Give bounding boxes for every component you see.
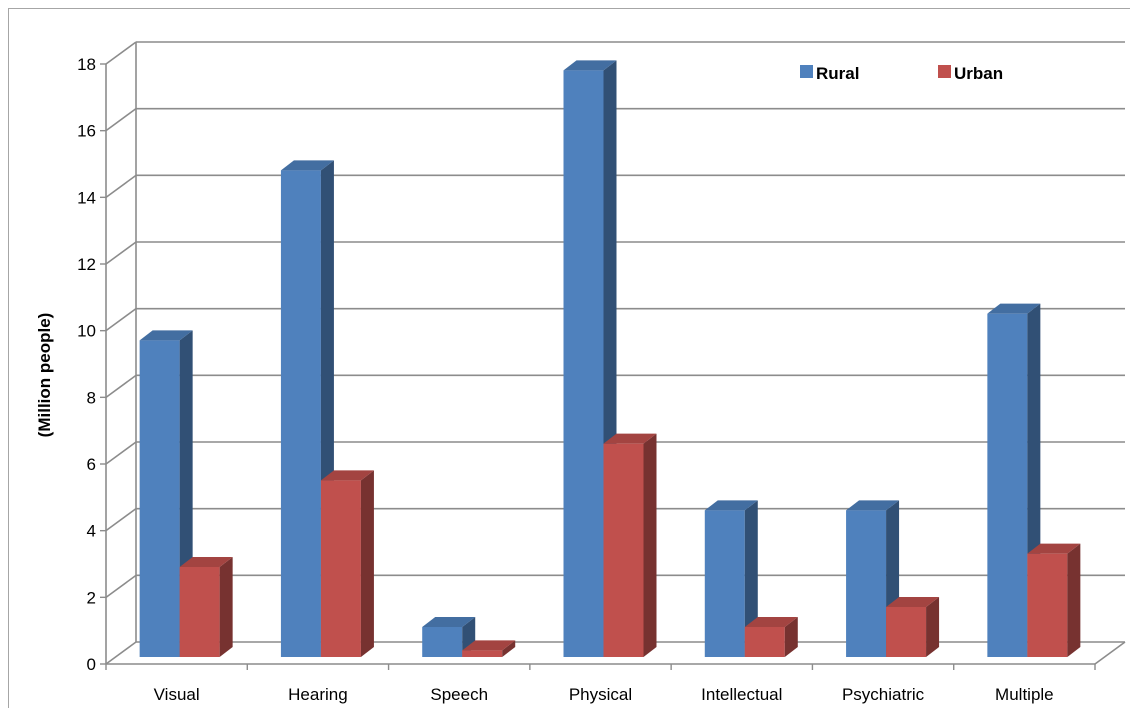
bar-front xyxy=(280,170,321,658)
bar-side xyxy=(744,500,758,657)
bar-front xyxy=(603,443,644,657)
bar-top xyxy=(422,617,476,627)
bar-urban-psychiatric xyxy=(886,597,940,657)
bar-side xyxy=(784,617,798,657)
gridline-depth xyxy=(105,574,137,598)
legend: Rural Urban xyxy=(800,64,1003,83)
bar-front xyxy=(563,70,604,658)
bar-urban-speech xyxy=(462,640,516,657)
y-tick-label: 2 xyxy=(87,588,96,607)
bar-side xyxy=(219,557,233,657)
x-tick-label: Visual xyxy=(154,685,200,704)
gridline-depth xyxy=(105,174,137,198)
gridline-depth xyxy=(105,374,137,398)
bar-top xyxy=(139,330,193,341)
bar-urban-intellectual xyxy=(744,617,798,657)
y-tick-label: 8 xyxy=(87,388,96,407)
bar-side xyxy=(643,433,657,657)
bar-top xyxy=(846,500,900,511)
bar-side xyxy=(502,640,516,657)
bar-front xyxy=(179,567,220,657)
bar-rural-hearing xyxy=(280,160,334,658)
y-tick-label: 16 xyxy=(77,122,96,141)
bar-top xyxy=(1027,543,1081,554)
x-tick-label: Intellectual xyxy=(701,685,782,704)
bar-top xyxy=(603,433,657,444)
bar-urban-physical xyxy=(603,433,657,657)
x-tick-label: Psychiatric xyxy=(842,685,925,704)
bar-top xyxy=(179,557,233,567)
bar-side xyxy=(926,597,940,657)
legend-swatch-urban xyxy=(938,65,951,78)
x-tick-label: Speech xyxy=(430,685,488,704)
gridline-depth xyxy=(105,441,137,465)
bar-top xyxy=(563,60,617,71)
bar-front xyxy=(886,607,927,657)
y-tick-labels: 0 2 4 6 8 10 12 14 16 18 xyxy=(77,55,96,674)
chart-frame xyxy=(8,8,1130,708)
y-axis-label: (Million people) xyxy=(35,313,54,438)
bar-urban-visual xyxy=(179,557,233,657)
x-tick-label: Physical xyxy=(569,685,632,704)
bar-front xyxy=(462,650,503,657)
y-tick-label: 4 xyxy=(87,522,96,541)
legend-label-urban: Urban xyxy=(954,64,1003,83)
bar-front xyxy=(846,510,887,657)
floor-edge xyxy=(1094,641,1126,665)
axes xyxy=(100,42,1126,670)
gridline-depth xyxy=(105,641,137,665)
bar-front xyxy=(744,627,785,657)
gridline-depth xyxy=(105,108,137,132)
bars xyxy=(139,60,1081,658)
x-tick-labels: Visual Hearing Speech Physical Intellectual P… xyxy=(154,685,1054,704)
legend-swatch-rural xyxy=(800,65,813,78)
bar-top xyxy=(744,617,798,627)
bar-top xyxy=(704,500,758,511)
bar-top xyxy=(462,640,516,651)
y-tick-label: 18 xyxy=(77,55,96,74)
y-tick-label: 12 xyxy=(77,255,96,274)
bar-front xyxy=(320,480,361,657)
bar-front xyxy=(987,313,1028,657)
bar-side xyxy=(360,470,374,657)
y-tick-label: 6 xyxy=(87,455,96,474)
bar-urban-hearing xyxy=(320,470,374,657)
bar-front xyxy=(422,627,463,657)
bar-top xyxy=(320,470,374,481)
y-tick-label: 0 xyxy=(87,655,96,674)
legend-label-rural: Rural xyxy=(816,64,859,83)
bar-side xyxy=(1067,543,1081,657)
gridline-depth xyxy=(105,241,137,265)
gridline-depth xyxy=(105,308,137,332)
bar-urban-multiple xyxy=(1027,543,1081,657)
bar-front xyxy=(1027,553,1068,657)
y-tick-label: 14 xyxy=(77,188,96,207)
gridline-depth xyxy=(105,41,137,65)
bar-front xyxy=(704,510,745,657)
bar-top xyxy=(886,597,940,607)
bar-top xyxy=(280,160,334,171)
bar-rural-intellectual xyxy=(704,500,758,657)
gridline-depth xyxy=(105,508,137,532)
bar-top xyxy=(987,303,1041,314)
x-tick-label: Multiple xyxy=(995,685,1054,704)
bar-front xyxy=(139,340,180,657)
y-tick-label: 10 xyxy=(77,322,96,341)
x-tick-label: Hearing xyxy=(288,685,348,704)
